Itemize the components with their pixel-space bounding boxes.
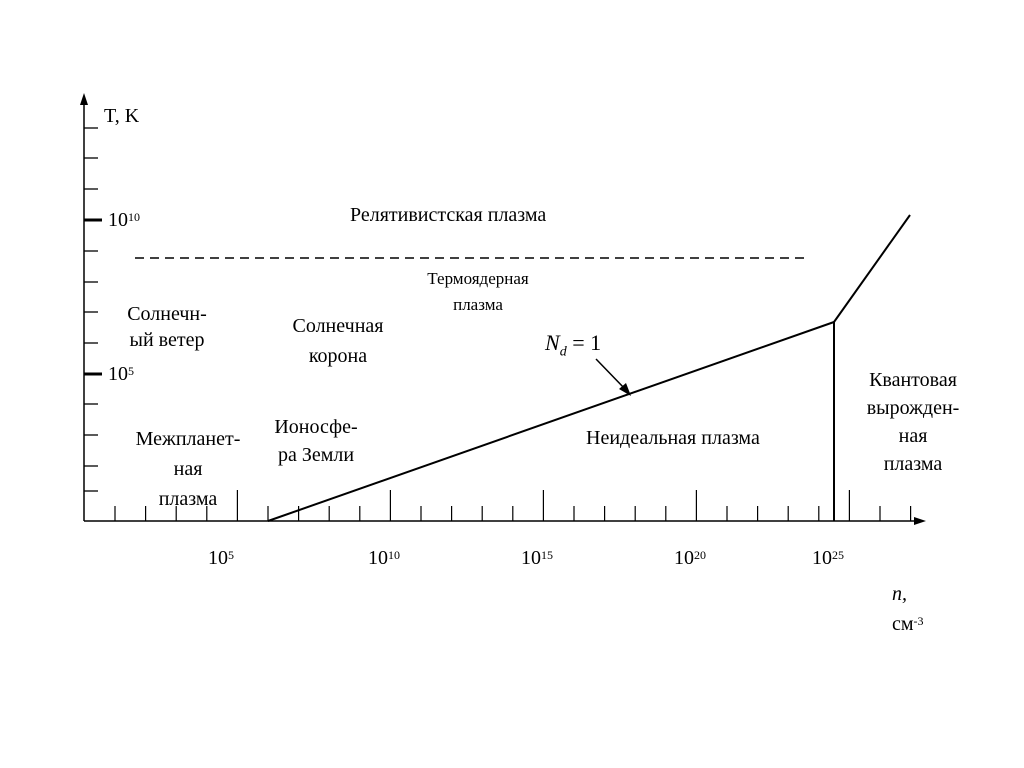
- degeneracy-line-upper: [833, 214, 911, 323]
- region-interplanetary-line1: Межпланет-: [135, 428, 241, 450]
- region-interplanetary: Межпланет- ная плазма: [118, 427, 258, 511]
- region-relativistic: Релятивистская плазма: [350, 204, 547, 226]
- region-ionosphere-line1: Ионосфе-: [274, 416, 358, 438]
- region-ionosphere-line2: ра Земли: [277, 444, 355, 466]
- x-axis-label-variable: n,: [892, 583, 907, 605]
- region-solar-corona-line2: корона: [308, 345, 368, 367]
- region-quantum-line2: вырожден-: [866, 397, 960, 419]
- x-axis-label-unit: см-3: [892, 613, 924, 635]
- x-tick-label-1e10: 1010: [368, 547, 400, 569]
- region-thermonuclear-line2: плазма: [453, 295, 503, 314]
- region-quantum-degenerate: Квантовая вырожден- ная плазма: [846, 368, 980, 476]
- region-interplanetary-line2: ная: [173, 458, 203, 480]
- nd-pointer-arrowhead: [619, 383, 631, 396]
- nd-pointer-line: [595, 358, 627, 391]
- region-ionosphere: Ионосфе- ра Земли: [252, 415, 380, 467]
- region-thermonuclear-line1: Термоядерная: [427, 269, 529, 288]
- region-solar-corona: Солнечная корона: [268, 314, 408, 368]
- y-tick-label-1e5: 105: [108, 363, 134, 385]
- region-quantum-line3: ная: [898, 425, 928, 447]
- nd-equals-one-label: Nd = 1: [545, 330, 602, 360]
- x-tick-label-1e20: 1020: [674, 547, 706, 569]
- region-quantum-line1: Квантовая: [869, 369, 957, 391]
- x-tick-label-1e15: 1015: [521, 547, 553, 569]
- region-solar-corona-line1: Солнечная: [292, 315, 384, 337]
- region-solar-wind-line1: Солнечн-: [127, 303, 207, 325]
- region-nonideal: Неидеальная плазма: [586, 427, 760, 449]
- region-quantum-line4: плазма: [883, 453, 943, 475]
- region-interplanetary-line3: плазма: [158, 488, 218, 510]
- y-axis-arrow: [80, 93, 88, 105]
- nd-line: [267, 321, 835, 522]
- region-solar-wind-line2: ый ветер: [129, 329, 205, 351]
- x-axis-arrow: [914, 517, 926, 525]
- region-solar-wind: Солнечн- ый ветер: [106, 302, 228, 352]
- region-thermonuclear: Термоядерная плазма: [404, 268, 552, 315]
- x-tick-label-1e5: 105: [208, 547, 234, 569]
- x-axis-ticks: [114, 490, 912, 521]
- y-axis-ticks: [84, 127, 102, 492]
- y-tick-label-1e10: 1010: [108, 209, 140, 231]
- y-axis-label: T, K: [104, 105, 140, 127]
- x-tick-label-1e25: 1025: [812, 547, 844, 569]
